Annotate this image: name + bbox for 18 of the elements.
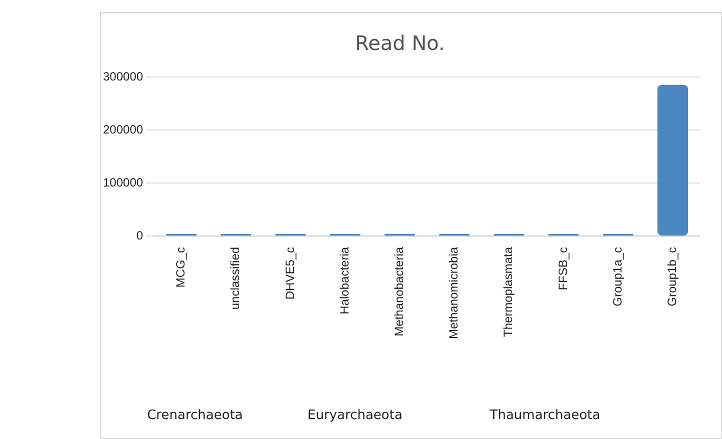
x-tick-label: Group1b_c <box>665 246 680 306</box>
text: Crenarchaeota <box>147 408 243 423</box>
x-tick-label: Methanobacteria <box>392 246 406 336</box>
x-tick-label: unclassified <box>228 246 242 310</box>
y-tick-label: 300000 <box>102 69 144 84</box>
chart-title: Read No. <box>355 31 445 56</box>
x-tick-label: Halobacteria <box>337 246 352 314</box>
x-tick-label: FFSB_c <box>556 246 570 290</box>
x-tick-label: DHVE5_c <box>282 246 297 300</box>
x-tick-label: Thermoplasmata <box>501 246 516 337</box>
y-tick-label: 200000 <box>102 122 144 136</box>
y-tick-label: 100000 <box>102 175 144 190</box>
x-tick-label: Group1a_c <box>610 246 624 306</box>
text: Thaumarchaeota <box>490 408 600 423</box>
x-tick-label: MCG_c <box>174 246 188 288</box>
x-tick-label: Methanomicrobia <box>446 246 461 339</box>
text: Euryarchaeota <box>308 408 402 423</box>
y-tick-label: 0 <box>136 228 144 242</box>
